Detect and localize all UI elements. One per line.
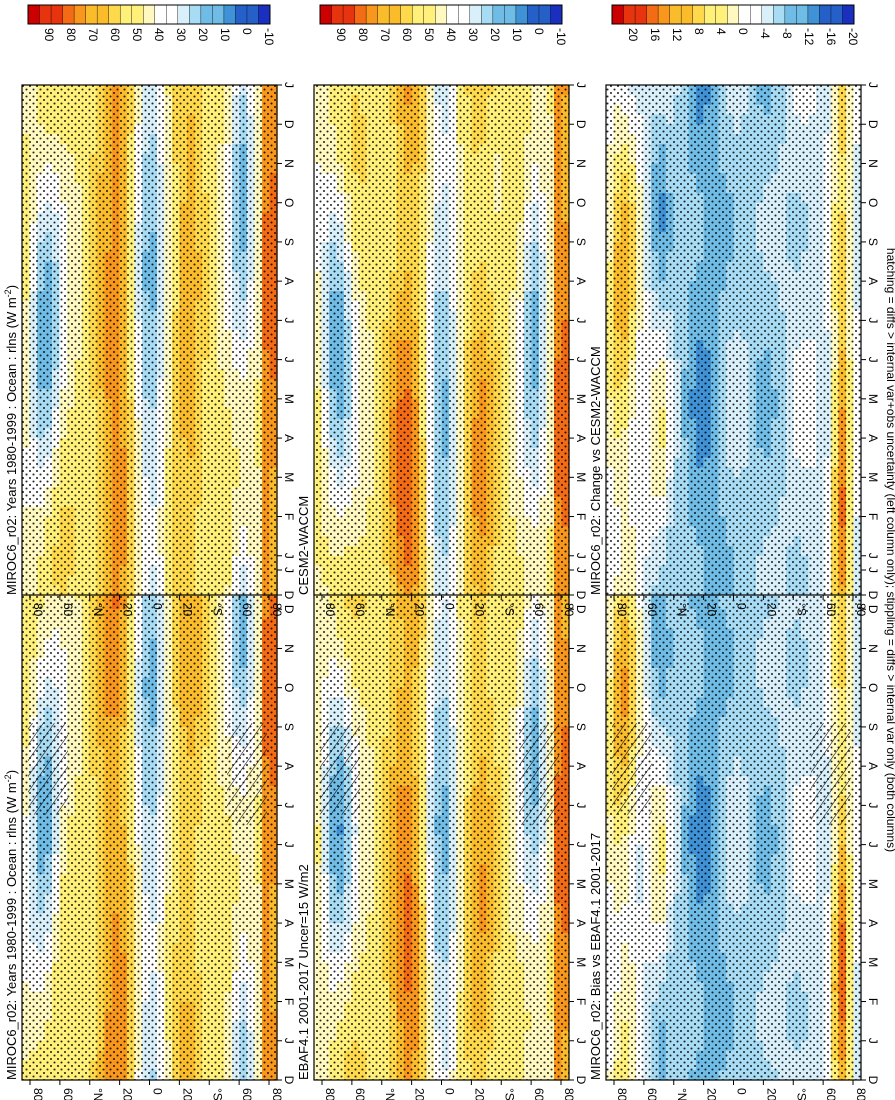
month-tick-label: M <box>282 394 296 404</box>
month-tick-label: O <box>282 683 296 692</box>
month-tick-label: A <box>282 434 296 442</box>
colorbar-swatch <box>177 4 190 25</box>
colorbar-swatch <box>119 4 133 25</box>
colorbar-swatch <box>39 4 52 25</box>
month-tick-label: D <box>282 120 296 129</box>
month-tick-label: J <box>282 802 296 808</box>
colorbar-swatch <box>27 4 41 25</box>
colorbar-swatch <box>131 4 144 25</box>
colorbar-swatch <box>154 4 167 25</box>
panel-title-tail: ) <box>4 770 19 774</box>
lat-tick-label: 20 <box>180 1088 194 1100</box>
colorbar-swatch <box>189 4 202 25</box>
lat-tick-label: 60 <box>61 1088 75 1100</box>
colorbar-swatch <box>212 4 225 25</box>
lat-tick-label: 60 <box>240 1088 254 1100</box>
lat-tick-label: °S <box>210 603 224 616</box>
month-tick-label: M <box>282 879 296 889</box>
month-tick-label: A <box>282 762 296 770</box>
month-tick-label: F <box>282 513 296 520</box>
month-tick-label: M <box>282 957 296 967</box>
colorbar-swatch <box>62 4 75 25</box>
panel-title: MIROC6_r02: Years 1980-1999 : Ocean : rl… <box>3 770 19 1080</box>
colorbar-frame <box>27 4 271 25</box>
lat-tick-label: 20 <box>180 603 194 617</box>
colorbar-tick-label: 50 <box>130 28 144 42</box>
month-tick-label: S <box>282 723 296 731</box>
month-tick-label: N <box>282 159 296 168</box>
colorbar-swatch <box>96 4 110 25</box>
lat-tick-label: °N <box>91 1088 105 1100</box>
colorbar-swatch <box>166 4 179 25</box>
month-tick-label: A <box>282 277 296 285</box>
colorbar-tick-label: 80 <box>64 28 78 42</box>
lat-tick-label: 20 <box>121 603 135 617</box>
lat-tick-label: 60 <box>240 603 254 617</box>
month-tick-label: D <box>282 591 296 600</box>
month-tick-label: O <box>282 198 296 207</box>
month-tick-label: A <box>282 919 296 927</box>
month-tick-label: S <box>282 238 296 246</box>
stipple-overlay <box>22 85 277 595</box>
colorbar-tick-label: 70 <box>86 28 100 42</box>
panel-title-tail: ) <box>4 285 19 289</box>
colorbar-tick-label: 40 <box>152 28 166 42</box>
lat-tick-label: 60 <box>61 603 75 617</box>
month-tick-label: J <box>282 317 296 323</box>
lat-tick-label: °S <box>210 1088 224 1100</box>
lat-tick-label: 0 <box>151 1088 165 1095</box>
month-tick-label: J <box>282 842 296 848</box>
panel-title: MIROC6_r02: Years 1980-1999 : Ocean : rl… <box>3 285 19 595</box>
lat-tick-label: °N <box>91 603 105 616</box>
month-tick-label: J <box>282 1038 296 1044</box>
month-tick-label: J <box>282 553 296 559</box>
colorbar-tick-label: 30 <box>174 28 188 42</box>
colorbar-tick-label: 90 <box>42 28 56 42</box>
colorbar-swatch <box>235 4 248 25</box>
colorbar-swatch <box>85 4 98 25</box>
lat-tick-label: 20 <box>121 1088 135 1100</box>
panel-title-superscript: -2 <box>3 774 13 782</box>
month-tick-label: J <box>282 357 296 363</box>
panel-grid: 80 60 °N 20 0 20 °S 60 80DJFMAMJJASONDJMIROC6_r0… <box>3 4 880 1100</box>
panel-title-superscript: -2 <box>3 289 13 297</box>
colorbar-swatch <box>73 4 87 25</box>
colorbar-swatch <box>200 4 213 25</box>
month-tick-label: N <box>282 644 296 653</box>
month-tick-label: F <box>282 998 296 1005</box>
lat-tick-label: 80 <box>31 603 45 617</box>
colorbar-swatch <box>143 4 156 25</box>
month-tick-label: D <box>282 1076 296 1085</box>
panel-p2: 80 60 °N 20 0 20 °S 60 80DJFMAMJJASONDJMIROC6_r0… <box>3 4 296 617</box>
colorbar-tick-label: 20 <box>196 28 210 42</box>
colorbar-tick-label: 60 <box>108 28 122 42</box>
colorbar-swatch <box>50 4 64 25</box>
month-tick-label: J <box>282 82 296 88</box>
panel-title-text: MIROC6_r02: Years 1980-1999 : Ocean : rl… <box>4 782 19 1080</box>
colorbar-swatch <box>108 4 121 25</box>
colorbar-swatch <box>258 4 271 25</box>
month-tick-label: J <box>282 567 296 573</box>
lat-tick-label: 80 <box>31 1088 45 1100</box>
colorbar-swatch <box>246 4 259 25</box>
month-tick-label: M <box>282 472 296 482</box>
panel-title-text: MIROC6_r02: Years 1980-1999 : Ocean : rl… <box>4 297 19 595</box>
month-tick-label: D <box>282 605 296 614</box>
hatch-region <box>28 723 68 815</box>
colorbar-tick-label: 0 <box>240 28 254 35</box>
colorbar-tick-label: 10 <box>218 28 232 42</box>
hatch-region <box>227 723 267 825</box>
colorbar-swatch <box>223 4 236 25</box>
lat-tick-label: 80 <box>270 603 284 617</box>
panel-p1: 80 60 °N 20 0 20 °S 60 80DJFMAMJJASONDJMIROC6_r0… <box>3 544 296 1100</box>
colorbar-tick-label: -10 <box>262 28 276 46</box>
lat-tick-label: 80 <box>270 1088 284 1100</box>
lat-tick-label: 0 <box>151 603 165 610</box>
